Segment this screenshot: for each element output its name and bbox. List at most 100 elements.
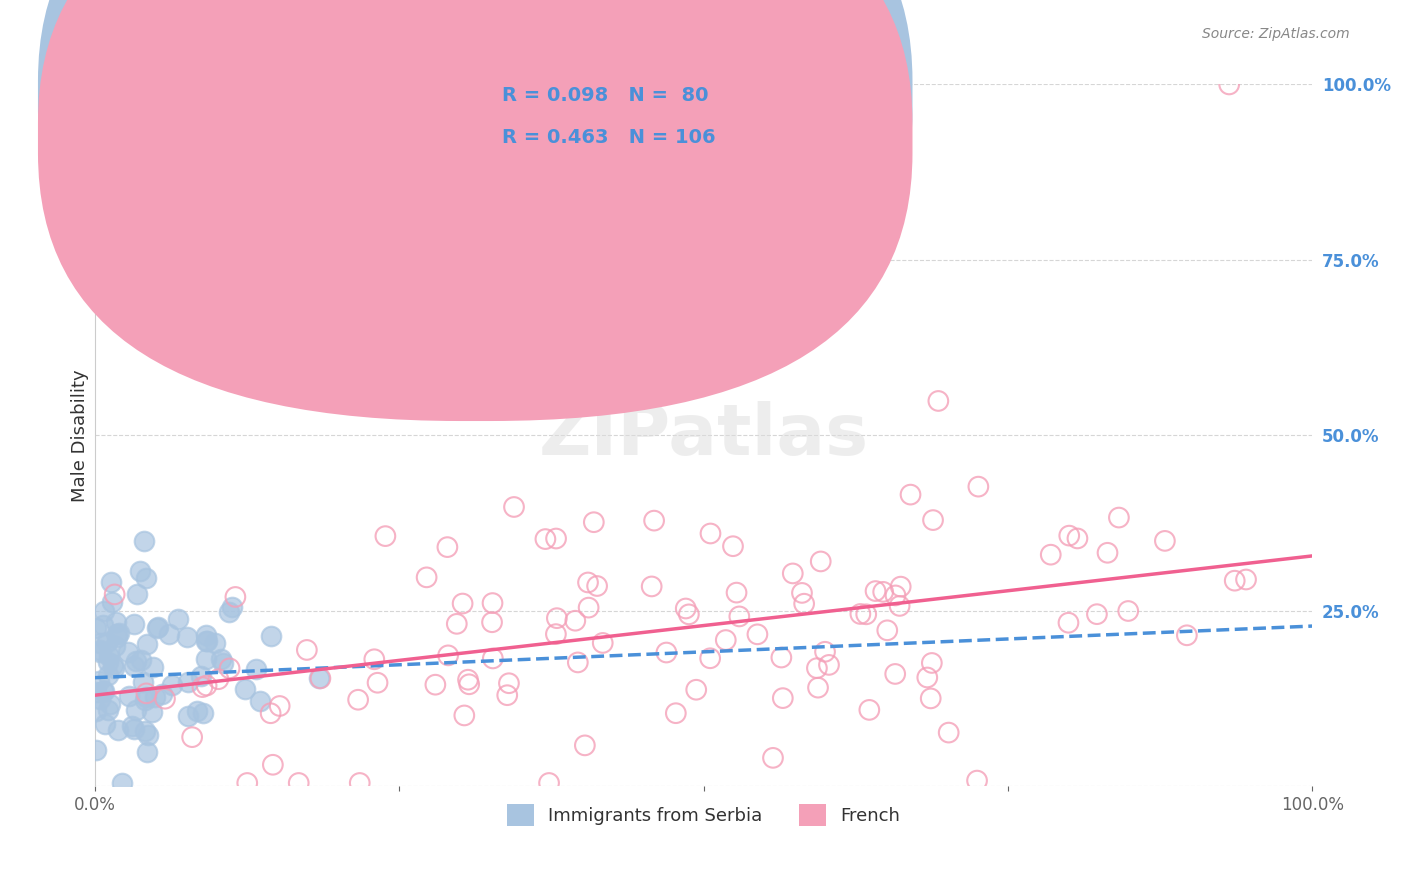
Point <box>135 690 157 705</box>
Point <box>640 579 662 593</box>
Point <box>84 743 107 757</box>
Point <box>245 662 267 676</box>
Point <box>865 584 887 599</box>
Point <box>1175 628 1198 642</box>
Point <box>287 776 309 790</box>
Point <box>94 716 117 731</box>
Point <box>858 703 880 717</box>
Text: IMMIGRANTS FROM SERBIA VS FRENCH MALE DISABILITY CORRELATION CHART: IMMIGRANTS FROM SERBIA VS FRENCH MALE DI… <box>56 27 855 45</box>
Point <box>457 673 479 687</box>
Point <box>921 656 943 670</box>
Point <box>122 617 145 632</box>
Point <box>97 655 120 669</box>
Point <box>89 635 111 649</box>
Point <box>93 684 115 698</box>
Point <box>117 645 139 659</box>
Point <box>900 487 922 501</box>
Point <box>195 652 218 666</box>
Point <box>160 678 183 692</box>
Point <box>96 635 118 649</box>
Point <box>260 629 283 643</box>
Point <box>498 676 520 690</box>
Point <box>967 480 990 494</box>
Point <box>790 586 813 600</box>
Point <box>104 615 127 630</box>
Point <box>592 636 614 650</box>
Point <box>134 724 156 739</box>
Point <box>103 661 125 675</box>
Point <box>793 597 815 611</box>
Point <box>97 703 120 717</box>
Point <box>1234 573 1257 587</box>
Point <box>1066 532 1088 546</box>
Point <box>146 621 169 635</box>
Point <box>104 639 127 653</box>
Point <box>884 667 907 681</box>
Point <box>363 652 385 666</box>
Point <box>481 596 503 610</box>
Y-axis label: Male Disability: Male Disability <box>72 369 89 502</box>
Point <box>98 648 121 663</box>
Point <box>922 513 945 527</box>
Point <box>195 633 218 648</box>
Point <box>146 619 169 633</box>
Point <box>855 607 877 622</box>
Point <box>176 675 198 690</box>
Point <box>204 636 226 650</box>
Point <box>98 697 121 711</box>
Point <box>503 500 526 514</box>
Point <box>177 709 200 723</box>
Point <box>135 686 157 700</box>
Point <box>157 627 180 641</box>
Point <box>186 704 208 718</box>
Point <box>538 776 561 790</box>
Point <box>153 691 176 706</box>
Point <box>574 739 596 753</box>
Point <box>105 631 128 645</box>
Point <box>643 514 665 528</box>
Point <box>437 648 460 663</box>
Point <box>93 684 115 698</box>
Point <box>84 704 107 718</box>
Point <box>699 526 721 541</box>
Point <box>125 702 148 716</box>
Point <box>191 680 214 694</box>
Point <box>772 691 794 706</box>
Point <box>725 585 748 599</box>
Point <box>546 611 568 625</box>
Point <box>481 615 503 630</box>
Text: R = 0.098   N =  80: R = 0.098 N = 80 <box>502 86 709 105</box>
Point <box>762 751 785 765</box>
Point <box>125 654 148 668</box>
Point <box>121 719 143 733</box>
Point <box>207 672 229 686</box>
Point <box>136 728 159 742</box>
Point <box>1039 548 1062 562</box>
Point <box>93 604 115 618</box>
Point <box>135 571 157 585</box>
Point <box>87 674 110 689</box>
Point <box>546 532 568 546</box>
Point <box>111 776 134 790</box>
Point <box>218 605 240 619</box>
Point <box>544 627 567 641</box>
Point <box>564 614 586 628</box>
Point <box>849 607 872 621</box>
Point <box>195 679 218 693</box>
Point <box>425 678 447 692</box>
Point <box>190 669 212 683</box>
Point <box>782 566 804 581</box>
Point <box>134 693 156 707</box>
Point <box>496 688 519 702</box>
Point <box>262 757 284 772</box>
Point <box>129 564 152 578</box>
Point <box>1108 510 1130 524</box>
Point <box>347 692 370 706</box>
Point <box>567 656 589 670</box>
Point <box>221 600 243 615</box>
Point <box>136 637 159 651</box>
Point <box>295 643 318 657</box>
Point <box>807 681 830 695</box>
Point <box>181 730 204 744</box>
Point <box>446 616 468 631</box>
